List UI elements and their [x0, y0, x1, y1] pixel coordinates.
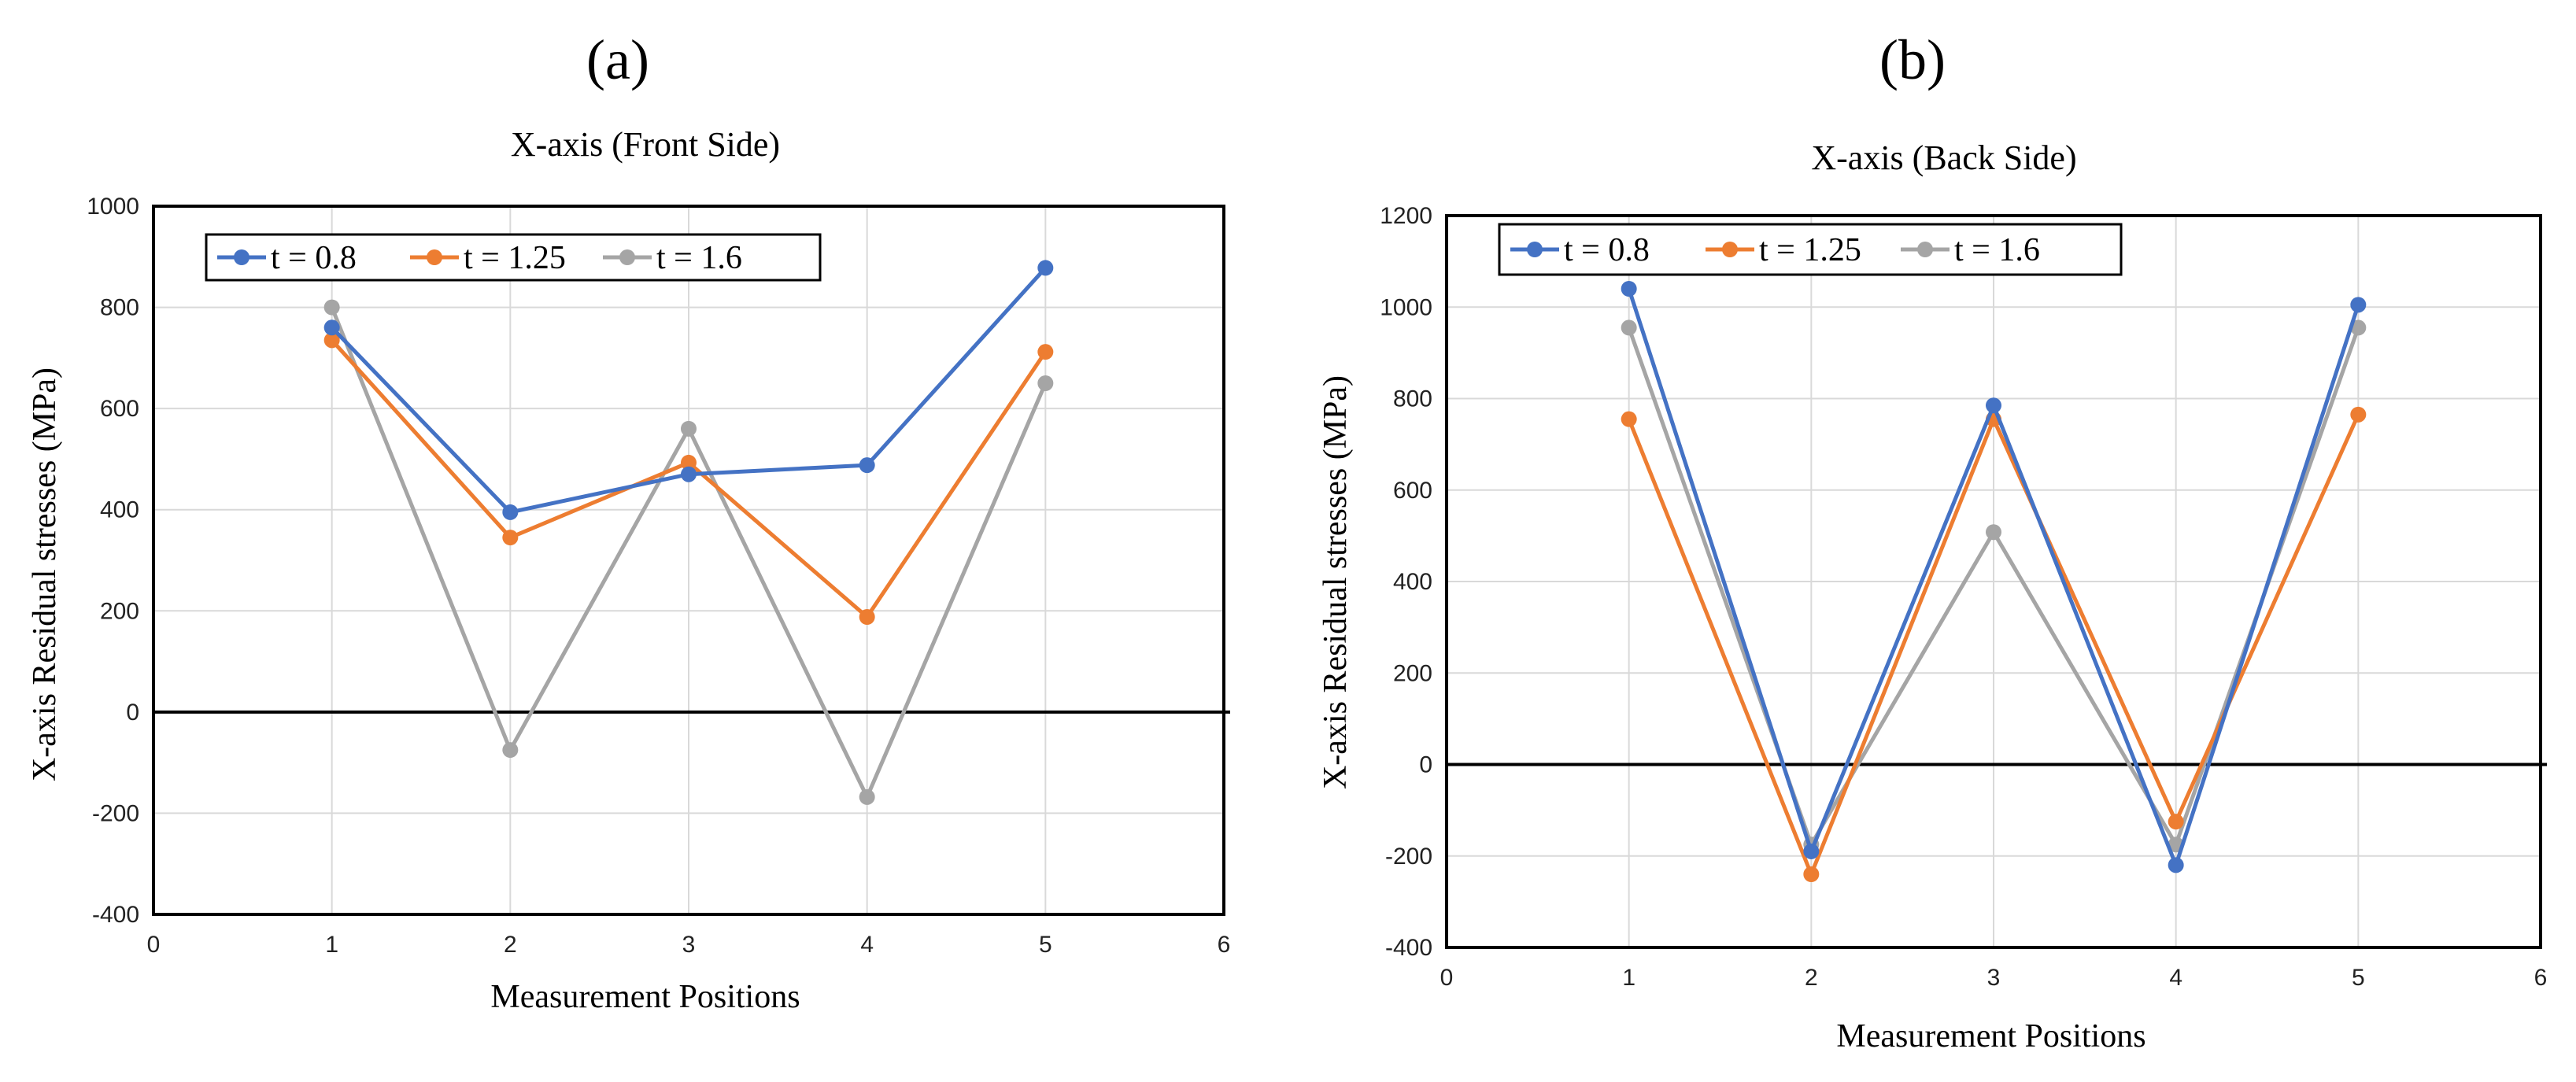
- x-tick-label: 2: [1805, 965, 1818, 991]
- x-tick-label: 4: [2169, 965, 2182, 991]
- data-point: [1621, 281, 1637, 297]
- x-tick-label: 3: [682, 932, 696, 958]
- data-point: [681, 420, 697, 437]
- y-tick-label: 1000: [1380, 294, 1432, 320]
- y-tick-label: 800: [1393, 386, 1432, 412]
- legend-label: t = 1.6: [656, 240, 742, 276]
- data-point: [1986, 524, 2001, 541]
- data-point: [1621, 411, 1637, 427]
- plot-area-b: -400 -200 0 200 400 600 800 1000 1200 0 1 2 3 4 5 6: [1380, 203, 2547, 991]
- legend-swatch-marker: [427, 249, 442, 265]
- chart-title-b: X-axis (Back Side): [1811, 138, 2076, 177]
- legend-label: t = 0.8: [271, 240, 357, 276]
- legend-b: t = 0.8 t = 1.25 t = 1.6: [1498, 223, 2123, 276]
- data-point: [502, 504, 519, 520]
- x-tick-label: 2: [504, 932, 517, 958]
- y-tick-label: 600: [1393, 478, 1432, 504]
- x-tick-label: 3: [1987, 965, 2001, 991]
- y-tick-label: 800: [100, 295, 139, 321]
- y-tick-label: 600: [100, 396, 139, 422]
- data-point: [1621, 319, 1637, 336]
- data-point: [2350, 406, 2367, 423]
- legend-box: [1498, 223, 2123, 276]
- y-tick-label: 400: [1393, 569, 1432, 595]
- y-tick-label: 0: [126, 700, 139, 726]
- legend-a: t = 0.8 t = 1.25 t = 1.6: [205, 233, 822, 282]
- data-point: [323, 299, 340, 316]
- x-tick-label: 0: [147, 932, 161, 958]
- panel-label-a: (a): [586, 28, 649, 91]
- legend-swatch-marker: [1527, 242, 1543, 257]
- y-axis-title-a: X-axis Residual stresses (MPa): [27, 367, 63, 781]
- data-point: [2168, 857, 2184, 873]
- data-point: [859, 788, 875, 805]
- x-tick-label: 0: [1440, 965, 1454, 991]
- legend-swatch-marker: [1917, 242, 1933, 257]
- data-point: [2168, 814, 2184, 830]
- legend-swatch-marker: [234, 249, 249, 265]
- chart-title-a: X-axis (Front Side): [511, 125, 780, 164]
- y-tick-label: 1000: [87, 194, 139, 220]
- data-point: [681, 454, 697, 471]
- y-tick-label: 200: [100, 598, 139, 624]
- legend-swatch-marker: [1722, 242, 1738, 257]
- legend-swatch-marker: [619, 249, 635, 265]
- data-point: [1803, 866, 1820, 882]
- plot-frame: [1445, 214, 2542, 949]
- x-tick-label: 1: [1622, 965, 1635, 991]
- x-tick-label: 4: [860, 932, 874, 958]
- data-point: [1803, 843, 1820, 859]
- x-tick-label: 6: [1218, 932, 1231, 958]
- x-tick-label: 5: [2352, 965, 2365, 991]
- data-point: [859, 609, 875, 625]
- chart-panel-b: (b) X-axis (Back Side) Measurement Posit…: [1318, 28, 2547, 1054]
- y-tick-label: 0: [1419, 752, 1432, 778]
- data-point: [323, 319, 340, 336]
- data-point: [1037, 260, 1054, 276]
- data-point: [502, 530, 519, 546]
- y-tick-label: -200: [92, 800, 139, 826]
- x-tick-label: 1: [325, 932, 338, 958]
- data-point: [1986, 397, 2001, 414]
- x-tick-label: 5: [1039, 932, 1052, 958]
- legend-box: [205, 233, 822, 282]
- chart-panel-a: (a) X-axis (Front Side) Measurement Posi…: [27, 28, 1230, 1015]
- plot-area-a: -400 -200 0 200 400 600 800 1000 0 1 2 3 4 5 6: [87, 194, 1230, 958]
- legend-label: t = 1.6: [1954, 232, 2040, 268]
- data-point: [323, 332, 340, 349]
- data-point: [1037, 344, 1054, 360]
- legend-label: t = 1.25: [1759, 232, 1861, 268]
- panel-label-b: (b): [1879, 28, 1946, 91]
- y-axis-title-b: X-axis Residual stresses (MPa): [1318, 375, 1354, 789]
- y-tick-label: -200: [1385, 844, 1432, 870]
- x-axis-title-a: Measurement Positions: [490, 979, 800, 1015]
- data-point: [502, 742, 519, 759]
- y-tick-label: 200: [1393, 660, 1432, 686]
- plot-frame: [152, 205, 1225, 916]
- data-point: [681, 466, 697, 482]
- legend-label: t = 0.8: [1564, 232, 1650, 268]
- data-point: [1037, 375, 1054, 391]
- y-tick-label: -400: [1385, 935, 1432, 961]
- data-point: [2350, 297, 2367, 313]
- x-axis-title-b: Measurement Positions: [1836, 1018, 2145, 1054]
- y-tick-label: 400: [100, 497, 139, 523]
- y-tick-label: 1200: [1380, 203, 1432, 229]
- y-tick-label: -400: [92, 902, 139, 928]
- x-tick-label: 6: [2534, 965, 2548, 991]
- data-point: [859, 457, 875, 474]
- legend-label: t = 1.25: [464, 240, 566, 276]
- data-point: [2350, 319, 2367, 336]
